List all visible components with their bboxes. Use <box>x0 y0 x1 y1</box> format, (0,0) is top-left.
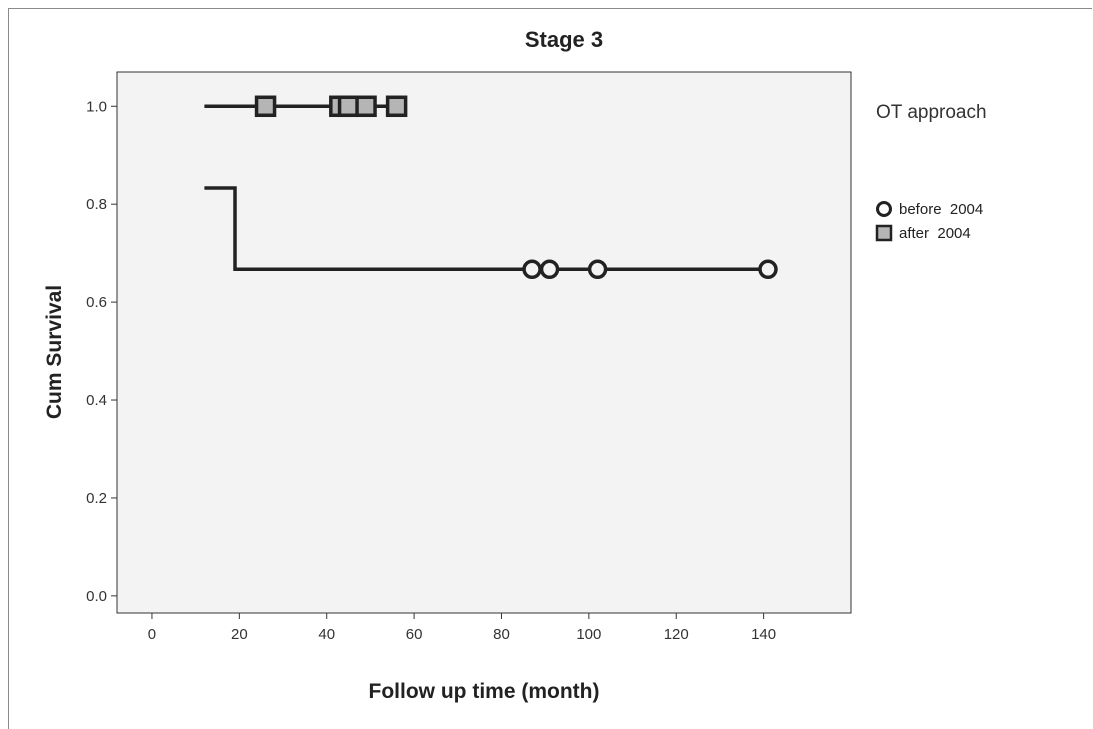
figure-frame <box>8 8 1092 729</box>
censor-marker-circle <box>587 259 608 280</box>
x-tick-label: 40 <box>318 626 335 643</box>
censor-marker-square <box>337 95 360 118</box>
censor-marker-circle <box>522 259 542 280</box>
censor-marker-square <box>254 95 277 118</box>
censor-marker-circle <box>539 259 560 280</box>
legend-title: OT approach <box>876 102 987 123</box>
x-tick-label: 20 <box>231 626 248 643</box>
legend-marker-circle <box>876 201 892 217</box>
y-tick-label: 1.0 <box>86 98 107 115</box>
y-tick-label: 0.4 <box>86 392 107 409</box>
legend: OT approach before 2004 after 2004 <box>875 102 987 242</box>
chart-title: Stage 3 <box>525 27 603 52</box>
legend-label: after 2004 <box>899 225 971 242</box>
x-axis: 0 20 40 60 80 100 120 140 <box>148 613 776 643</box>
y-tick-label: 0.2 <box>86 490 107 507</box>
y-tick-label: 0.0 <box>86 588 107 605</box>
legend-marker-square <box>875 224 893 242</box>
y-tick-label: 0.6 <box>86 294 107 311</box>
censor-marker-square <box>385 95 408 118</box>
x-tick-label: 140 <box>751 626 776 643</box>
series-line-circle <box>204 186 768 272</box>
series-layer <box>204 95 778 280</box>
censor-marker-square <box>355 95 377 118</box>
x-tick-label: 100 <box>576 626 601 643</box>
x-axis-label: Follow up time (month) <box>369 680 600 703</box>
x-tick-label: 60 <box>406 626 423 643</box>
x-tick-label: 80 <box>493 626 510 643</box>
x-tick-label: 120 <box>664 626 689 643</box>
legend-label: before 2004 <box>899 201 983 218</box>
y-tick-label: 0.8 <box>86 196 107 213</box>
x-tick-label: 0 <box>148 626 156 643</box>
plot-area <box>116 71 852 614</box>
censor-marker-circle <box>758 259 778 280</box>
y-axis: 0.0 0.2 0.4 0.6 0.8 1.0 <box>86 98 117 605</box>
y-axis-label: Cum Survival <box>43 285 66 419</box>
